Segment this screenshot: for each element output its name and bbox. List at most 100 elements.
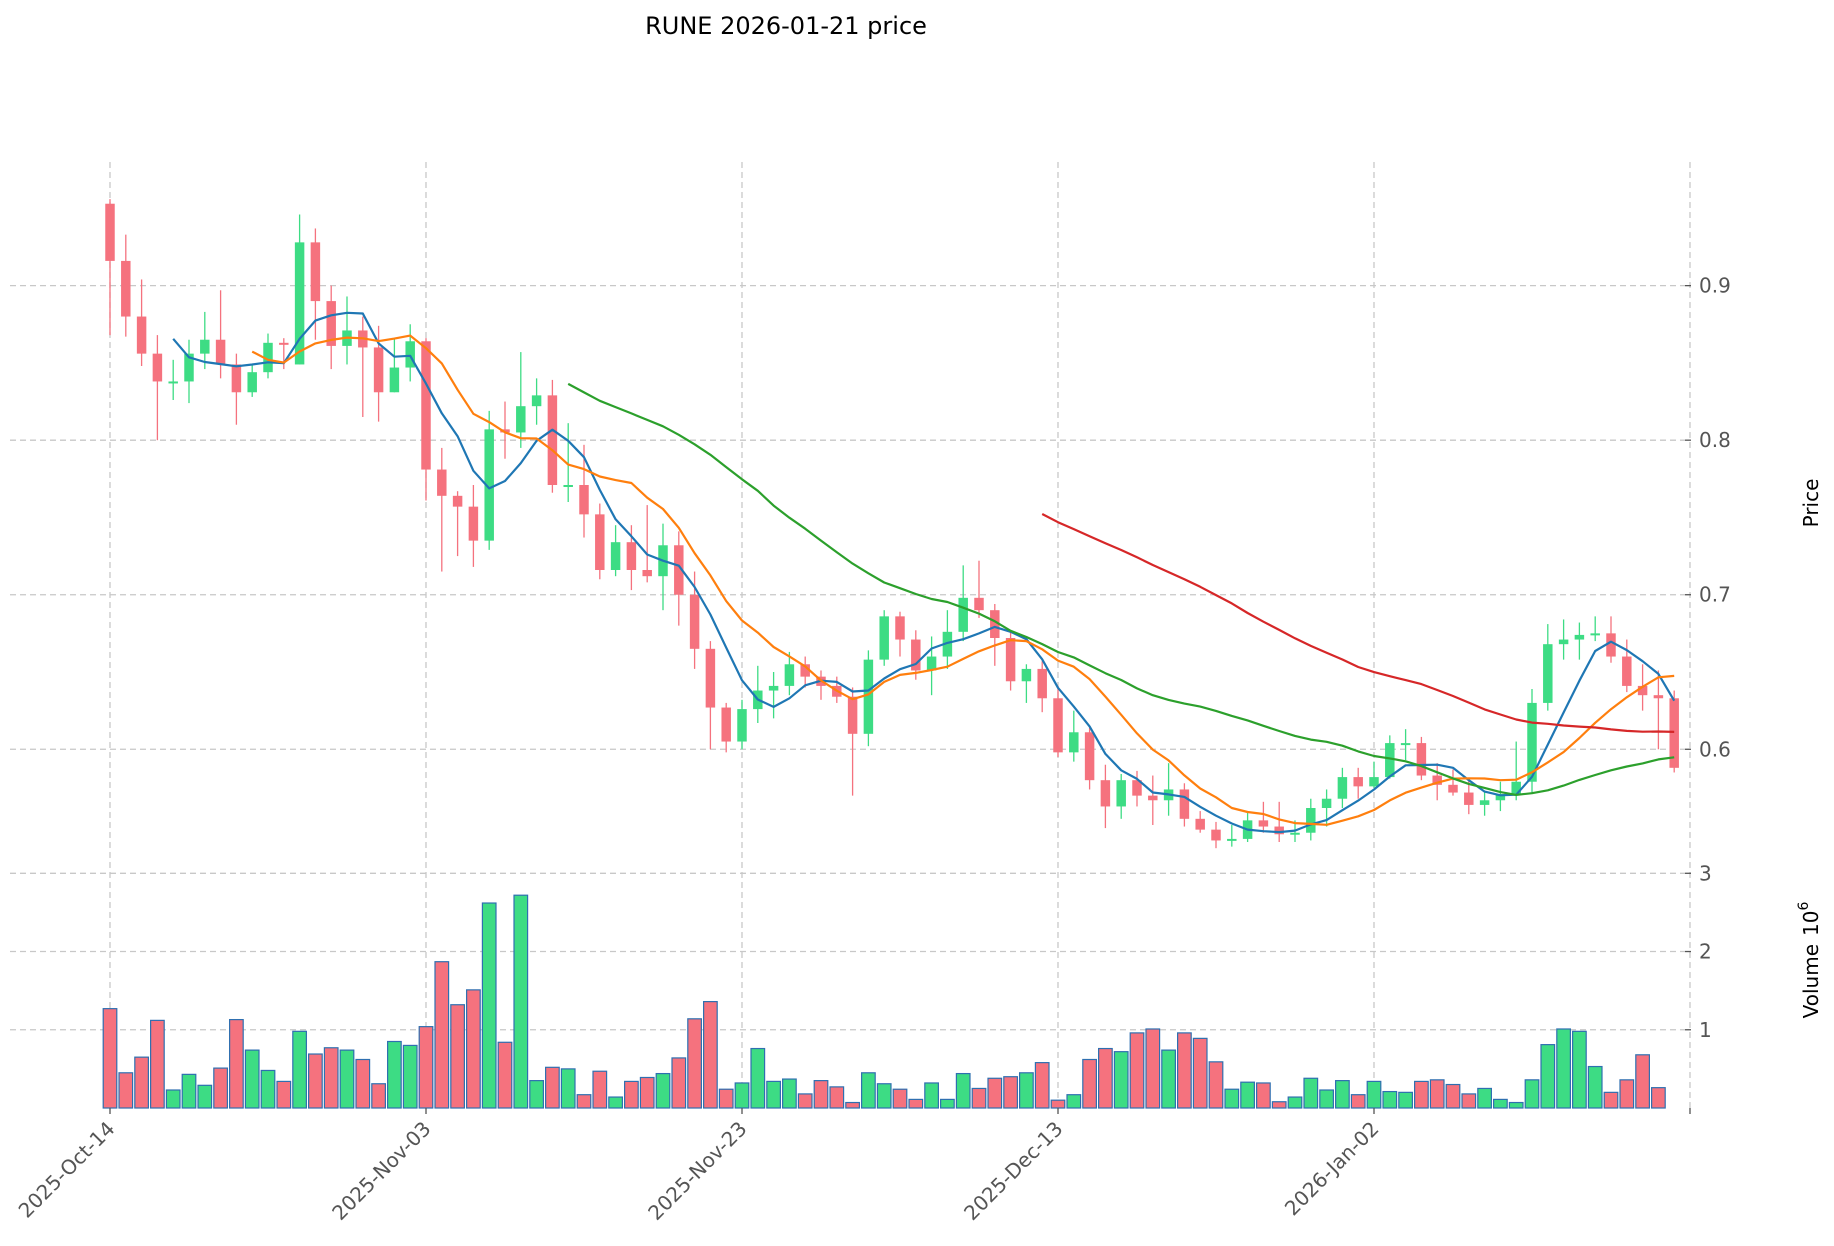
volume-bar <box>608 1096 623 1109</box>
volume-bar <box>434 961 450 1109</box>
volume-bar <box>150 1019 165 1109</box>
candle-body <box>705 648 716 708</box>
volume-bar <box>1256 1082 1271 1109</box>
candle-body <box>484 429 494 541</box>
candle-body <box>974 597 984 611</box>
volume-bar <box>560 1068 576 1109</box>
candle-body <box>184 353 194 382</box>
volume-bar <box>1493 1098 1508 1109</box>
candle-body <box>1084 732 1095 781</box>
volume-bar <box>861 1072 876 1109</box>
candle-body <box>1353 777 1363 787</box>
volume-bar <box>1161 1049 1176 1109</box>
volume-bar <box>703 1000 718 1109</box>
candle-body <box>626 542 637 570</box>
volume-bar <box>829 1086 845 1109</box>
grid-lines <box>10 162 1691 1108</box>
volume-bar <box>402 1044 418 1109</box>
candle-body <box>516 406 526 433</box>
candle-body <box>863 659 874 734</box>
volume-bar <box>197 1084 213 1109</box>
candle-body <box>895 616 905 640</box>
volume-bar <box>1224 1088 1240 1109</box>
volume-bar <box>734 1082 750 1109</box>
moving-average-lines <box>172 311 1676 834</box>
candle-body <box>531 395 542 407</box>
candle-body <box>247 372 257 393</box>
volume-bar <box>308 1053 323 1109</box>
candle-body <box>1179 789 1190 819</box>
candle-body <box>1653 695 1664 699</box>
volume-bars <box>102 894 1666 1109</box>
candle-body <box>1558 639 1569 645</box>
volume-bar <box>1398 1091 1413 1109</box>
volume-bar <box>1524 1079 1540 1109</box>
candle-body <box>389 367 400 393</box>
candle-body <box>1116 780 1126 807</box>
candle-body <box>1479 800 1490 805</box>
candle-body <box>1195 818 1205 830</box>
volume-bar <box>229 1018 244 1109</box>
volume-bar <box>1635 1054 1650 1109</box>
volume-bar <box>797 1093 813 1109</box>
ma-line-ma10 <box>251 334 1675 826</box>
volume-bar <box>1271 1101 1287 1109</box>
candle-body <box>689 594 700 649</box>
candle-body <box>610 542 621 570</box>
candle-body <box>231 364 242 393</box>
volume-bar <box>1414 1080 1429 1109</box>
volume-bar <box>276 1080 292 1109</box>
volume-bar <box>1303 1077 1319 1109</box>
candle-body <box>215 339 226 365</box>
price-tick-label: 0.6 <box>1699 737 1731 761</box>
candle-body <box>1543 644 1553 703</box>
candle-body <box>1258 820 1269 827</box>
volume-bar <box>639 1076 655 1109</box>
price-axis-label: Price <box>1799 479 1823 528</box>
x-tick-label: 2026-Jan-02 <box>1280 1117 1384 1221</box>
candle-body <box>1527 702 1537 782</box>
volume-bar <box>813 1080 829 1109</box>
volume-bar <box>1572 1030 1587 1109</box>
volume-bar <box>1050 1099 1066 1109</box>
candle-body <box>1148 795 1158 801</box>
volume-bar <box>655 1072 671 1109</box>
candle-body <box>1069 732 1079 753</box>
candle-body <box>326 301 336 346</box>
candle-body <box>1416 743 1427 776</box>
volume-bar <box>1066 1094 1082 1109</box>
volume-bar <box>1619 1079 1635 1109</box>
ma-line-ma30 <box>567 382 1675 797</box>
volume-bar <box>750 1047 766 1109</box>
volume-bar <box>1240 1081 1255 1109</box>
volume-bar <box>1034 1062 1050 1109</box>
candle-body <box>1337 777 1348 799</box>
volume-bar <box>1019 1072 1034 1109</box>
volume-bar <box>102 1008 118 1109</box>
candle-body <box>990 610 1000 638</box>
volume-bar <box>118 1072 134 1109</box>
volume-bar <box>1129 1032 1145 1109</box>
volume-bar <box>1082 1058 1097 1109</box>
candlesticks <box>105 199 1679 849</box>
volume-bar <box>1003 1076 1018 1109</box>
volume-bar <box>971 1087 987 1109</box>
volume-bar <box>244 1049 260 1109</box>
volume-bar <box>292 1030 307 1109</box>
volume-bar <box>355 1058 371 1109</box>
candle-body <box>1464 792 1474 805</box>
candle-body <box>105 203 115 261</box>
candle-body <box>1290 832 1300 835</box>
volume-bar <box>387 1040 402 1109</box>
candle-body <box>563 485 573 487</box>
volume-bar <box>497 1041 513 1109</box>
candle-body <box>958 597 968 632</box>
candle-body <box>1037 668 1047 699</box>
volume-axis-label-base: 10 <box>1799 911 1823 936</box>
candle-body <box>200 339 210 354</box>
volume-bar <box>1208 1061 1224 1109</box>
volume-bar <box>1445 1083 1461 1109</box>
volume-bar <box>718 1088 734 1109</box>
volume-bar <box>339 1049 355 1109</box>
